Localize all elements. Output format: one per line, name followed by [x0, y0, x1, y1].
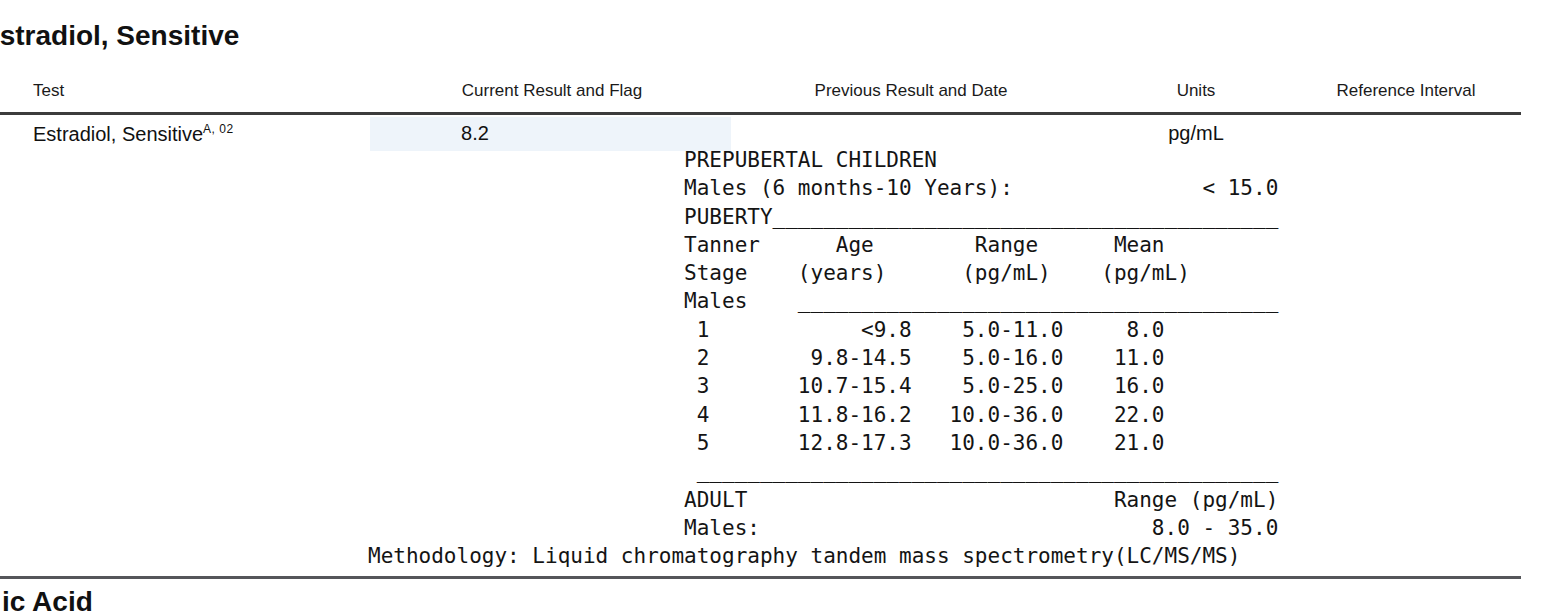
units-value: pg/mL [1106, 122, 1286, 145]
section-divider [0, 576, 1521, 579]
next-section-title: ic Acid [2, 586, 93, 612]
test-footnote-superscript: A, 02 [203, 122, 234, 136]
page-title: Estradiol, Sensitive [0, 20, 239, 52]
test-name: Estradiol, SensitiveA, 02 [33, 122, 234, 146]
column-header-test: Test [33, 81, 64, 101]
reference-range-block: PREPUBERTAL CHILDREN Males (6 months-10 … [368, 146, 1278, 570]
current-result-value: 8.2 [410, 122, 540, 145]
column-header-previous-result: Previous Result and Date [731, 81, 1091, 101]
column-header-reference-interval: Reference Interval [1316, 81, 1496, 101]
test-name-label: Estradiol, Sensitive [33, 123, 203, 145]
table-header-divider [0, 112, 1521, 115]
column-header-units: Units [1106, 81, 1286, 101]
column-header-current-result: Current Result and Flag [370, 81, 734, 101]
